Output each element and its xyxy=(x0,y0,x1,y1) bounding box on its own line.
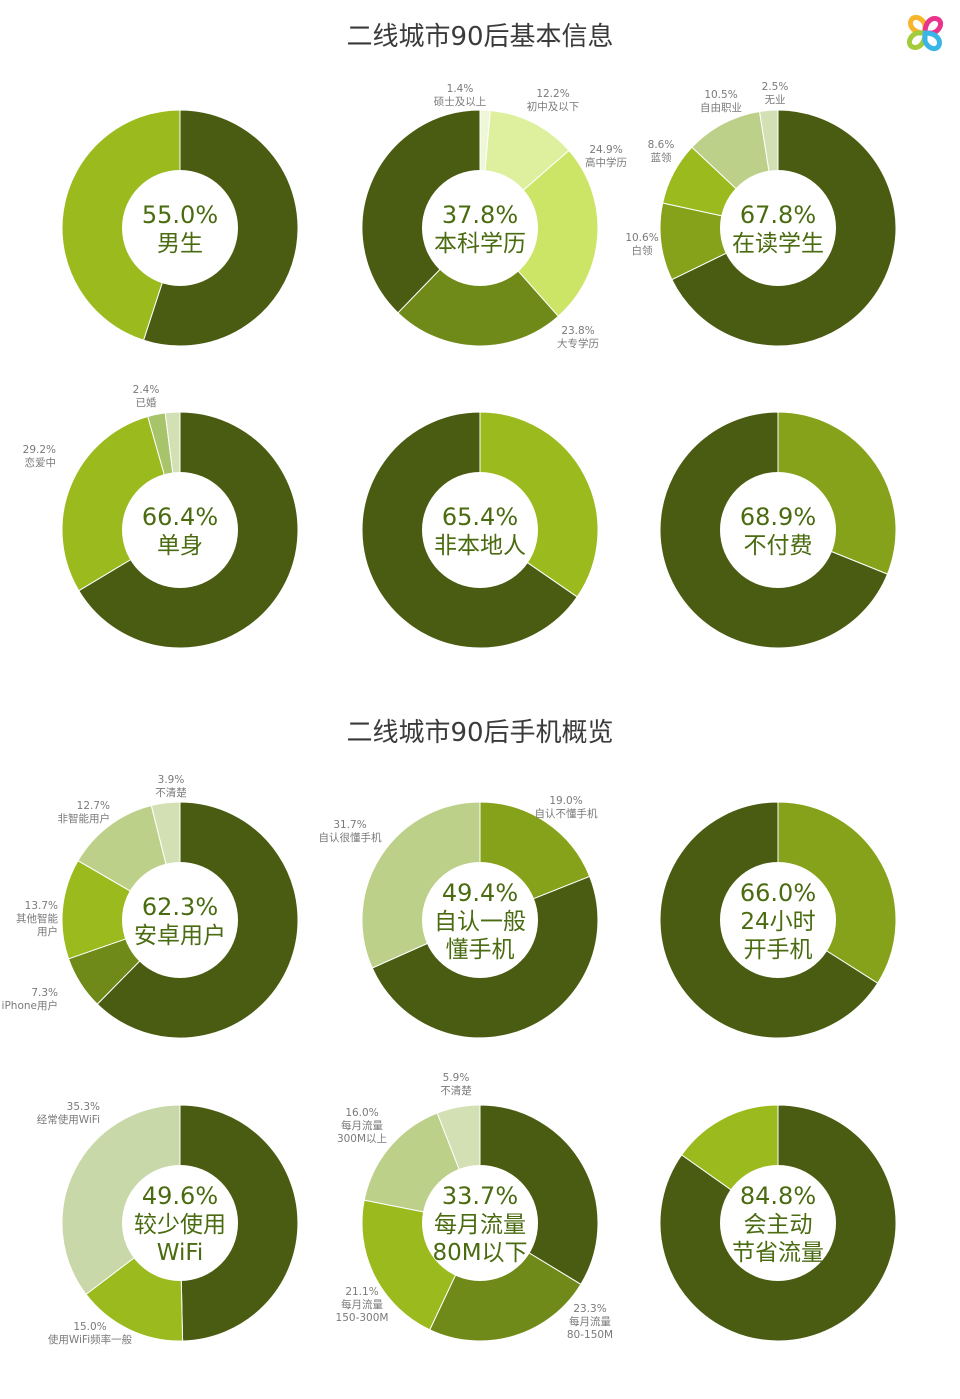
center-caption: 男生 xyxy=(157,231,203,257)
center-percentage: 37.8% xyxy=(442,201,518,229)
center-percentage: 33.7% xyxy=(442,1182,518,1210)
center-caption: 不付费 xyxy=(744,533,813,559)
center-caption: 安卓用户 xyxy=(134,923,226,949)
center-caption: 本科学历 xyxy=(434,231,526,257)
donut-chart-6: 68.9%不付费 xyxy=(659,411,897,649)
center-percentage: 65.4% xyxy=(442,503,518,531)
donut-hole xyxy=(122,1165,238,1281)
slice-label: 24.9%高中学历 xyxy=(585,144,627,169)
slice-label: 23.8%大专学历 xyxy=(557,325,599,350)
slice-label: 23.3%每月流量 80-150M xyxy=(567,1303,613,1341)
center-percentage: 49.4% xyxy=(442,879,518,907)
center-caption: 懂手机 xyxy=(446,937,515,963)
slice-label: 2.5%无业 xyxy=(762,81,789,106)
slice-label: 5.9%不清楚 xyxy=(440,1072,472,1097)
donut-chart-1: 55.0%男生 xyxy=(61,109,299,347)
center-percentage: 55.0% xyxy=(142,201,218,229)
center-percentage: 84.8% xyxy=(740,1182,816,1210)
slice-label: 29.2%恋爱中 xyxy=(23,444,56,469)
pie-slice xyxy=(61,109,181,341)
center-caption: 24小时 xyxy=(740,909,815,935)
slice-label: 21.1%每月流量 150-300M xyxy=(336,1286,389,1324)
pie-slice xyxy=(179,1104,299,1342)
donut-hole xyxy=(720,472,836,588)
donut-hole xyxy=(422,170,538,286)
center-caption: 会主动 xyxy=(744,1212,813,1238)
slice-label: 16.0%每月流量 300M以上 xyxy=(337,1107,387,1145)
pie-slice xyxy=(479,149,599,318)
donut-hole xyxy=(122,472,238,588)
center-caption: 80M以下 xyxy=(432,1240,527,1266)
slice-label: 2.4%已婚 xyxy=(133,384,160,409)
pie-slice xyxy=(61,1104,181,1296)
center-caption: 每月流量 xyxy=(434,1212,526,1238)
donut-chart-5: 65.4%非本地人 xyxy=(361,411,599,649)
center-percentage: 67.8% xyxy=(740,201,816,229)
donut-hole xyxy=(122,170,238,286)
center-caption: 自认一般 xyxy=(434,909,526,935)
donut-hole xyxy=(720,170,836,286)
center-caption: 在读学生 xyxy=(732,231,824,257)
slice-label: 7.3% iPhone用户 xyxy=(2,987,58,1012)
donut-hole xyxy=(122,862,238,978)
donut-hole xyxy=(422,1165,538,1281)
section-title-basic-info: 二线城市90后基本信息 xyxy=(346,22,614,52)
center-percentage: 62.3% xyxy=(142,893,218,921)
center-caption: WiFi xyxy=(157,1240,204,1266)
center-caption: 非本地人 xyxy=(434,533,526,559)
slice-label: 8.6%蓝领 xyxy=(648,139,675,164)
slice-label: 3.9%不清楚 xyxy=(155,774,187,799)
slice-label: 13.7%其他智能用户 xyxy=(16,900,58,938)
slice-label: 15.0%使用WiFi频率一般 xyxy=(48,1321,133,1346)
center-caption: 开手机 xyxy=(744,937,813,963)
donut-hole xyxy=(720,1165,836,1281)
donut-hole xyxy=(720,862,836,978)
donut-chart-3: 67.8%在读学生 xyxy=(659,109,897,347)
center-caption: 节省流量 xyxy=(732,1240,824,1266)
pie-slice xyxy=(361,109,481,314)
center-caption: 单身 xyxy=(157,533,203,559)
slice-label: 12.2%初中及以下 xyxy=(527,88,580,113)
donut-hole xyxy=(422,862,538,978)
donut-chart-7: 62.3%安卓用户 xyxy=(61,801,299,1039)
slice-label: 10.5%自由职业 xyxy=(700,89,742,114)
pie-slice xyxy=(397,227,559,347)
center-percentage: 66.4% xyxy=(142,503,218,531)
slice-label: 12.7%非智能用户 xyxy=(58,800,111,825)
clover-logo-icon xyxy=(906,14,944,52)
pie-slice xyxy=(479,411,599,598)
slice-label: 19.0%自认不懂手机 xyxy=(535,795,598,820)
donut-chart-4: 66.4%单身 xyxy=(61,411,299,649)
slice-label: 31.7%自认很懂手机 xyxy=(319,819,382,844)
slice-label: 10.6%白领 xyxy=(625,232,658,257)
donut-chart-2: 37.8%本科学历 xyxy=(361,109,599,347)
center-percentage: 66.0% xyxy=(740,879,816,907)
donut-hole xyxy=(422,472,538,588)
center-percentage: 68.9% xyxy=(740,503,816,531)
center-caption: 较少使用 xyxy=(134,1212,226,1238)
slice-label: 1.4%硕士及以上 xyxy=(434,83,487,108)
pie-slice xyxy=(61,859,182,960)
section-title-phone-overview: 二线城市90后手机概览 xyxy=(346,718,614,748)
slice-label: 35.3%经常使用WiFi xyxy=(37,1101,100,1126)
center-percentage: 49.6% xyxy=(142,1182,218,1210)
